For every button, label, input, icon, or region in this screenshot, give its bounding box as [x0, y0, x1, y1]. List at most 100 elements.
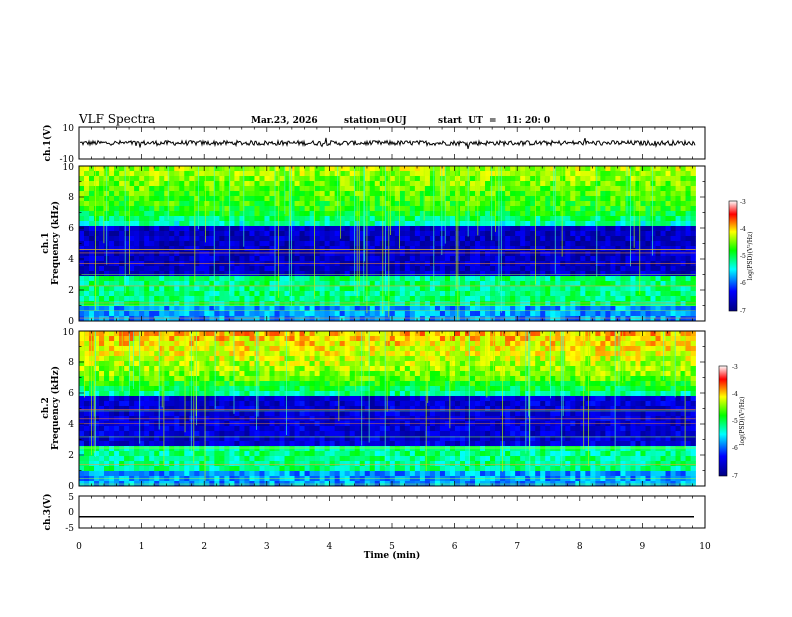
spectrogram-cell — [219, 241, 224, 246]
spectrogram-cell — [415, 351, 420, 356]
spectrogram-cell — [415, 186, 420, 191]
spectrogram-cell — [490, 191, 495, 196]
spectrogram-cell — [134, 331, 139, 336]
spectrogram-cell — [656, 176, 661, 181]
spectrogram-cell — [661, 216, 666, 221]
spectrogram-cell — [119, 281, 124, 286]
spectrogram-cell — [305, 206, 310, 211]
spectrogram-cell — [264, 256, 269, 261]
spectrogram-cell — [585, 336, 590, 341]
spectrogram-cell — [229, 186, 234, 191]
ch2-spectrogram-panel: 0 2 4 6 8 10 ch.2 Frequency (kHz) — [41, 328, 705, 492]
spectrogram-cell — [400, 201, 405, 206]
spectrogram-cell — [295, 211, 300, 216]
spectrogram-cell — [139, 231, 144, 236]
spectrogram-cell — [510, 186, 515, 191]
spectrogram-cell — [420, 341, 425, 346]
spectrogram-cell — [560, 251, 565, 256]
spectrogram-cell — [555, 196, 560, 201]
spectrogram-cell — [600, 196, 605, 201]
spectrogram-cell — [229, 251, 234, 256]
spectrogram-cell — [370, 291, 375, 296]
spectrogram-cell — [600, 241, 605, 246]
spectrogram-cell — [159, 276, 164, 281]
spectrogram-cell — [360, 356, 365, 361]
spectrogram-cell — [645, 216, 650, 221]
spectrogram-cell — [470, 226, 475, 231]
spectrogram-cell — [435, 336, 440, 341]
spectrogram-cell — [295, 171, 300, 176]
spectrogram-cell — [325, 181, 330, 186]
spectrogram-cell — [219, 311, 224, 316]
spectrogram-cell — [295, 236, 300, 241]
spectrogram-cell — [440, 266, 445, 271]
spectrogram-cell — [330, 336, 335, 341]
spectrogram-cell — [490, 341, 495, 346]
spectrogram-cell — [615, 226, 620, 231]
spectrogram-cell — [615, 356, 620, 361]
spectrogram-cell — [470, 251, 475, 256]
spectrogram-cell — [174, 351, 179, 356]
spectrogram-cell — [154, 211, 159, 216]
spectrogram-cell — [295, 196, 300, 201]
spectrogram-cell — [244, 196, 249, 201]
spectrogram-cell — [300, 341, 305, 346]
spectrogram-cell — [410, 246, 415, 251]
spectrogram-cell — [305, 191, 310, 196]
spectrogram-cell — [440, 256, 445, 261]
spectrogram-cell — [420, 251, 425, 256]
spectrogram-cell — [375, 251, 380, 256]
spectrogram-cell — [375, 191, 380, 196]
spectrogram-cell — [219, 286, 224, 291]
spectrogram-cell — [440, 191, 445, 196]
spectrogram-cell — [686, 241, 691, 246]
spectrogram-cell — [405, 176, 410, 181]
spectrogram-cell — [280, 191, 285, 196]
spectrogram-cell — [445, 251, 450, 256]
spectrogram-cell — [154, 186, 159, 191]
spectrogram-cell — [495, 216, 500, 221]
spectrogram-cell — [415, 236, 420, 241]
spectrogram-cell — [375, 266, 380, 271]
spectrogram-cell — [259, 361, 264, 366]
spectrogram-cell — [595, 206, 600, 211]
spectrogram-cell — [515, 331, 520, 336]
spectrogram-cell — [129, 251, 134, 256]
spectrogram-cell — [475, 356, 480, 361]
spectrogram-cell — [505, 206, 510, 211]
spectrogram-cell — [490, 286, 495, 291]
spectrogram-cell — [335, 246, 340, 251]
spectrogram-cell — [520, 166, 525, 171]
spectrogram-cell — [234, 346, 239, 351]
spectrogram-cell — [144, 281, 149, 286]
spectrogram-cell — [330, 291, 335, 296]
spectrogram-cell — [600, 231, 605, 236]
spectrogram-cell — [234, 296, 239, 301]
spectrogram-cell — [430, 336, 435, 341]
spectrogram-cell — [415, 266, 420, 271]
spectrogram-cell — [485, 341, 490, 346]
spectrogram-cell — [224, 226, 229, 231]
spectrogram-cell — [530, 296, 535, 301]
spectrogram-cell — [270, 166, 275, 171]
spectrogram-cell — [325, 286, 330, 291]
spectrogram-cell — [645, 346, 650, 351]
spectrogram-cell — [545, 216, 550, 221]
spectrogram-cell — [174, 196, 179, 201]
spectrogram-cell — [460, 176, 465, 181]
spectrogram-cell — [600, 256, 605, 261]
spectrogram-cell — [380, 361, 385, 366]
spectrogram-cell — [229, 266, 234, 271]
spectrogram-cell — [445, 221, 450, 226]
spectrogram-cell — [540, 246, 545, 251]
spectrogram-cell — [615, 341, 620, 346]
spectrogram-cell — [280, 341, 285, 346]
spectrogram-cell — [249, 291, 254, 296]
spectrogram-cell — [560, 196, 565, 201]
spectrogram-cell — [345, 336, 350, 341]
spectrogram-cell — [460, 196, 465, 201]
spectrogram-cell — [666, 311, 671, 316]
spectrogram-cell — [164, 311, 169, 316]
spectrogram-cell — [270, 256, 275, 261]
spectrogram-cell — [345, 356, 350, 361]
